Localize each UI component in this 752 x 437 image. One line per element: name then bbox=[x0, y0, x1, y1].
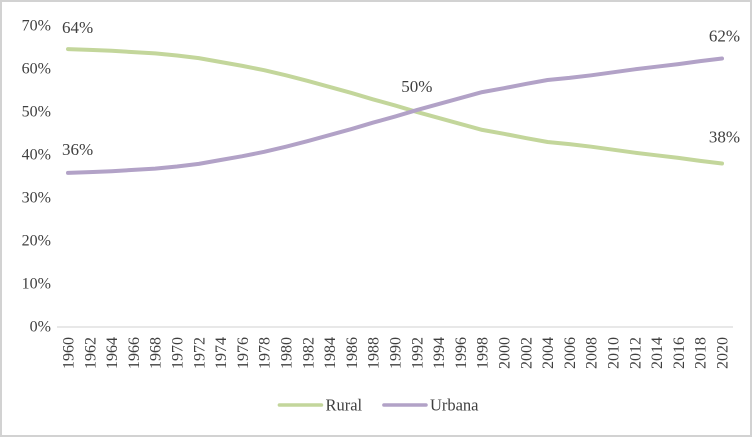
x-axis-tick-label: 1990 bbox=[388, 337, 405, 369]
x-axis-tick-label: 2002 bbox=[518, 337, 535, 369]
x-axis-tick-label: 2004 bbox=[540, 337, 557, 369]
x-axis-tick-label: 2016 bbox=[671, 337, 688, 369]
data-label: 38% bbox=[709, 127, 740, 146]
x-axis-tick-label: 1972 bbox=[191, 337, 208, 369]
x-axis-tick-label: 1982 bbox=[300, 337, 317, 369]
y-axis-tick-label: 50% bbox=[22, 104, 51, 121]
x-axis-tick-label: 1980 bbox=[279, 337, 296, 369]
x-axis-tick-label: 2014 bbox=[649, 337, 666, 369]
x-axis-tick-label: 1994 bbox=[431, 337, 448, 369]
x-axis-tick-label: 1970 bbox=[170, 337, 187, 369]
data-label: 62% bbox=[709, 27, 740, 46]
x-axis-tick-label: 1966 bbox=[126, 337, 143, 369]
series-line-urbana bbox=[66, 56, 724, 175]
x-axis-tick-label: 2018 bbox=[693, 337, 710, 369]
y-axis-tick-label: 0% bbox=[30, 319, 51, 336]
x-axis-tick-label: 1998 bbox=[475, 337, 492, 369]
y-axis-tick-label: 30% bbox=[22, 190, 51, 207]
x-axis-tick-label: 1974 bbox=[213, 337, 230, 369]
data-label: 64% bbox=[62, 18, 93, 37]
y-axis-tick-label: 60% bbox=[22, 61, 51, 78]
x-axis-tick-label: 1968 bbox=[148, 337, 165, 369]
x-axis-tick-label: 1978 bbox=[257, 337, 274, 369]
y-axis-tick-label: 20% bbox=[22, 233, 51, 250]
x-axis-tick-label: 2000 bbox=[497, 337, 514, 369]
x-axis-tick-label: 1960 bbox=[61, 337, 78, 369]
series-line-rural bbox=[66, 47, 724, 166]
x-axis-tick-label: 1964 bbox=[104, 337, 121, 369]
x-axis-tick-label: 1986 bbox=[344, 337, 361, 369]
y-axis-tick-label: 40% bbox=[22, 147, 51, 164]
x-axis-tick-label: 1984 bbox=[322, 337, 339, 369]
legend-label-urbana: Urbana bbox=[430, 396, 479, 415]
legend-label-rural: Rural bbox=[325, 396, 362, 415]
x-axis-tick-label: 1976 bbox=[235, 337, 252, 369]
y-axis-tick-label: 10% bbox=[22, 276, 51, 293]
x-axis-tick-label: 1996 bbox=[453, 337, 470, 369]
x-axis-tick-label: 2012 bbox=[627, 337, 644, 369]
x-axis-tick-label: 1988 bbox=[366, 337, 383, 369]
x-axis-tick-label: 2006 bbox=[562, 337, 579, 369]
data-label: 50% bbox=[401, 77, 432, 96]
data-label: 36% bbox=[62, 140, 93, 159]
x-axis-tick-label: 2020 bbox=[715, 337, 732, 369]
x-axis-tick-label: 1962 bbox=[82, 337, 99, 369]
y-axis-tick-label: 70% bbox=[22, 18, 51, 35]
x-axis-tick-label: 1992 bbox=[409, 337, 426, 369]
x-axis-tick-label: 2010 bbox=[606, 337, 623, 369]
x-axis-tick-label: 2008 bbox=[584, 337, 601, 369]
